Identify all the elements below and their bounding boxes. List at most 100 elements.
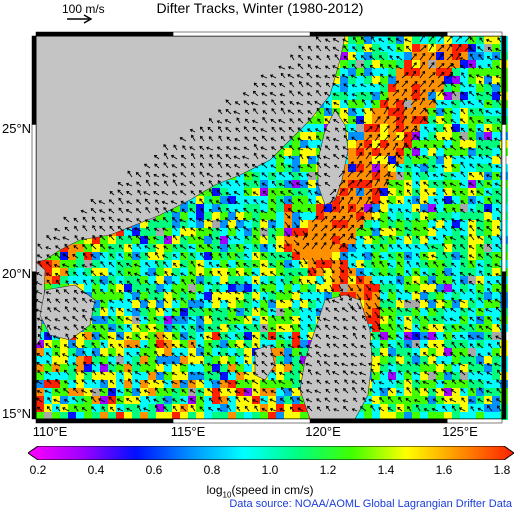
velocity-arrowhead (290, 54, 294, 58)
speed-cell (340, 100, 348, 108)
velocity-arrowhead (287, 109, 291, 113)
velocity-arrow (99, 209, 106, 214)
velocity-arrowhead (90, 198, 94, 203)
speed-cell (428, 404, 436, 412)
speed-cell (388, 228, 396, 236)
speed-cell (84, 284, 92, 292)
speed-cell (196, 388, 204, 396)
velocity-arrow (374, 178, 380, 187)
velocity-arrowhead (308, 307, 312, 311)
velocity-arrowhead (252, 126, 256, 130)
velocity-arrowhead (126, 262, 130, 266)
speed-cell (484, 292, 492, 300)
velocity-arrowhead (146, 306, 150, 310)
speed-cell (300, 284, 308, 292)
speed-cell (468, 60, 476, 68)
velocity-arrow (243, 299, 250, 304)
speed-cell (484, 276, 492, 284)
velocity-arrowhead (423, 107, 427, 111)
speed-cell (412, 388, 420, 396)
speed-cell (148, 228, 156, 236)
speed-cell (292, 204, 300, 212)
velocity-arrowhead (136, 289, 140, 293)
velocity-arrow (307, 117, 313, 124)
velocity-arrow (253, 235, 259, 241)
speed-cell (404, 140, 412, 148)
velocity-arrow (199, 146, 205, 151)
velocity-arrow (338, 216, 346, 223)
speed-cell (220, 332, 228, 340)
velocity-arrow (38, 326, 43, 331)
velocity-arrowhead (341, 307, 345, 311)
velocity-arrow (163, 144, 169, 151)
velocity-arrowhead (146, 171, 150, 175)
velocity-arrowhead (261, 135, 265, 139)
speed-cell (180, 316, 188, 324)
velocity-arrow (218, 135, 223, 142)
velocity-arrowhead (405, 126, 409, 130)
velocity-arrowhead (440, 173, 444, 177)
velocity-arrow (333, 109, 340, 115)
speed-cell (68, 276, 76, 284)
velocity-arrowhead (315, 215, 319, 219)
speed-cell (428, 276, 436, 284)
velocity-arrow (433, 182, 439, 187)
velocity-arrow (261, 281, 268, 286)
velocity-arrowhead (251, 173, 255, 177)
speed-cell (316, 132, 324, 140)
velocity-arrowhead (108, 316, 112, 320)
velocity-arrowhead (485, 109, 489, 114)
velocity-arrowhead (325, 100, 329, 104)
velocity-arrow (370, 108, 376, 115)
speed-cell (420, 84, 428, 92)
velocity-arrow (280, 199, 286, 205)
velocity-arrow (324, 75, 331, 79)
velocity-arrowhead (388, 225, 392, 229)
velocity-arrowhead (172, 217, 176, 221)
speed-cell (228, 308, 236, 316)
velocity-arrowhead (215, 227, 220, 232)
velocity-arrow (180, 272, 187, 277)
velocity-arrow (460, 155, 466, 160)
velocity-arrowhead (378, 209, 382, 213)
speed-cell (388, 404, 396, 412)
velocity-arrow (496, 82, 502, 88)
speed-cell (340, 92, 348, 100)
speed-cell (36, 412, 44, 420)
speed-cell (172, 236, 180, 244)
velocity-arrow (415, 172, 421, 178)
velocity-arrow (46, 291, 52, 295)
velocity-arrowhead (98, 200, 102, 204)
velocity-arrowhead (136, 181, 140, 185)
velocity-arrow (64, 326, 70, 331)
velocity-arrow (496, 208, 502, 214)
velocity-arrowhead (251, 163, 256, 167)
speed-cell (204, 228, 212, 236)
speed-cell (124, 316, 132, 324)
velocity-arrowhead (496, 317, 500, 321)
speed-cell (460, 404, 468, 412)
speed-cell (124, 236, 132, 244)
velocity-arrowhead (307, 64, 311, 68)
velocity-arrow (378, 82, 385, 88)
speed-cell (436, 140, 444, 148)
velocity-arrow (306, 279, 313, 286)
speed-cell (268, 340, 276, 348)
speed-cell (100, 284, 108, 292)
speed-cell (484, 268, 492, 276)
velocity-arrow (392, 152, 399, 160)
speed-cell (380, 100, 388, 108)
velocity-arrowhead (452, 289, 456, 293)
speed-cell (484, 228, 492, 236)
speed-cell (324, 284, 332, 292)
velocity-arrowhead (395, 89, 400, 93)
speed-cell (228, 228, 236, 236)
speed-cell (492, 396, 500, 404)
speed-cell (372, 44, 380, 52)
velocity-arrowhead (53, 326, 57, 330)
velocity-arrow (459, 228, 466, 232)
velocity-arrow (35, 281, 43, 286)
speed-cell (428, 220, 436, 228)
velocity-arrow (127, 271, 133, 277)
velocity-arrow (397, 154, 403, 160)
